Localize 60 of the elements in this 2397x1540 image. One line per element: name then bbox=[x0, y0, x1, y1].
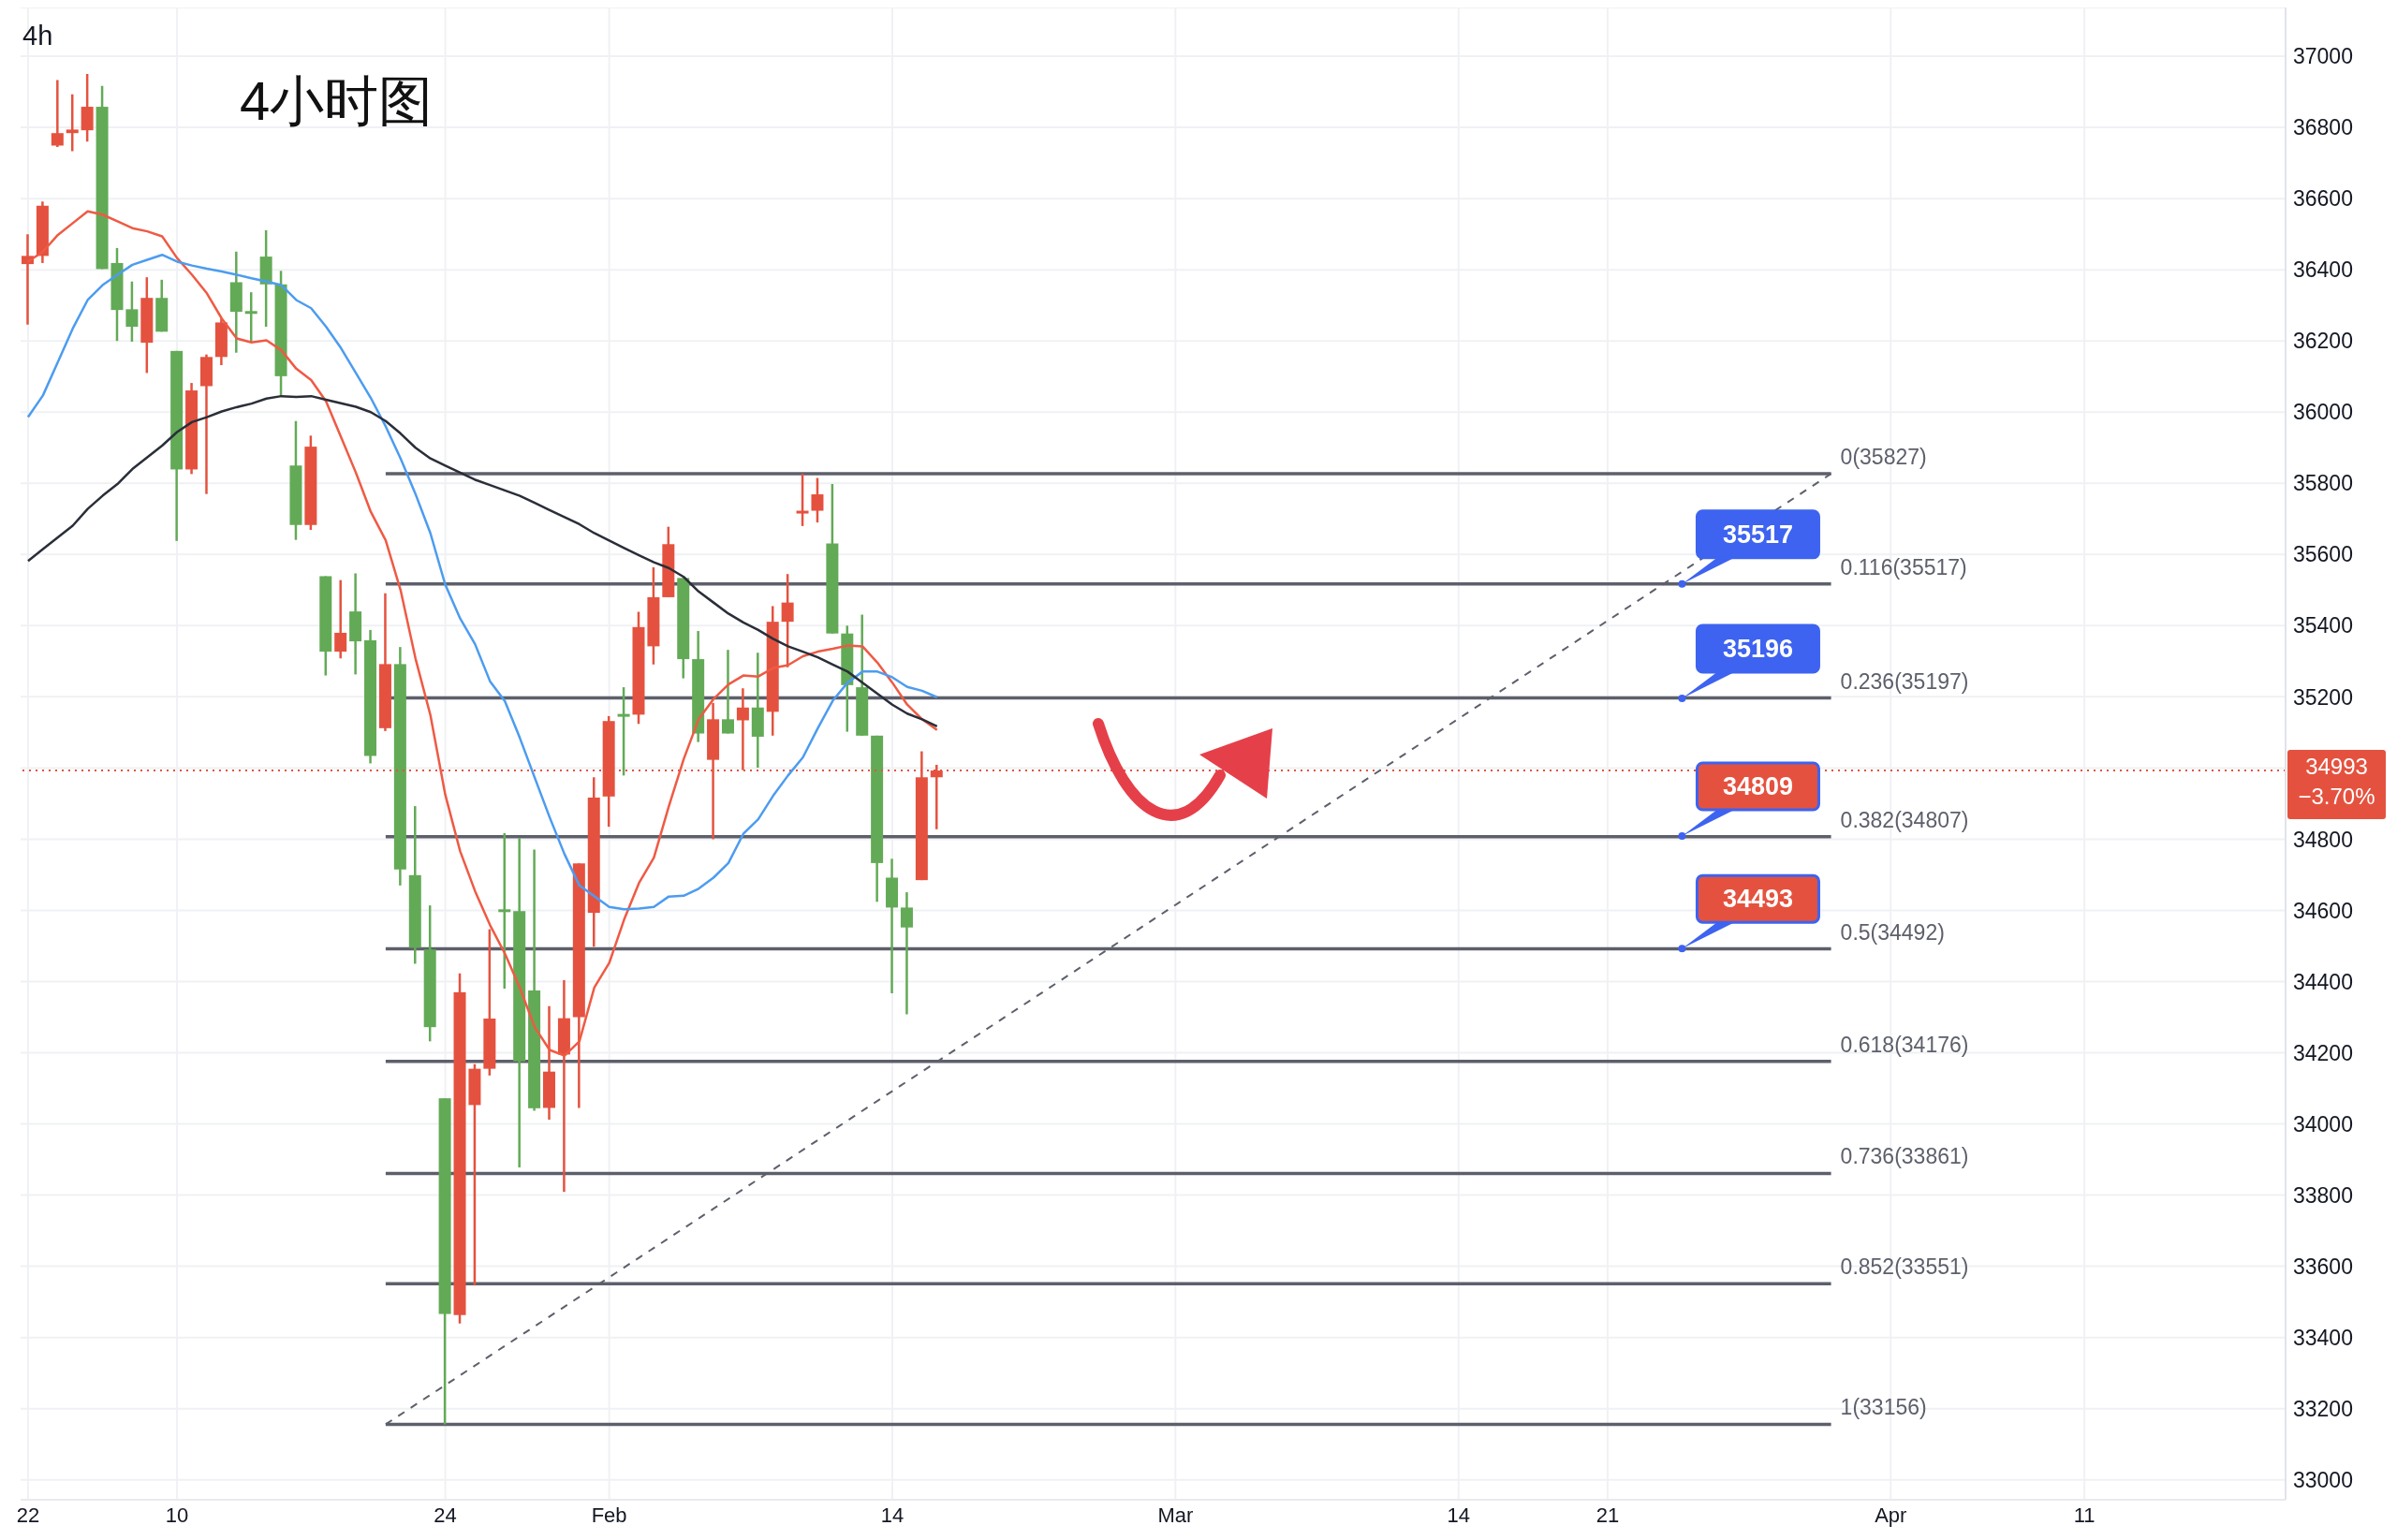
y-tick-label: 35400 bbox=[2293, 613, 2353, 638]
y-tick-label: 36000 bbox=[2293, 400, 2353, 425]
ref-line-label: 0.116(35517) bbox=[1840, 554, 1967, 579]
candlestick bbox=[334, 579, 347, 660]
candlestick bbox=[721, 648, 734, 735]
x-tick-label: 24 bbox=[434, 1503, 457, 1527]
annotation: 35517 bbox=[1722, 520, 1794, 549]
ref-line-label: 0.236(35197) bbox=[1840, 668, 1969, 694]
x-tick-label: 21 bbox=[1596, 1503, 1620, 1527]
annotation: 35196 bbox=[1722, 634, 1794, 663]
candlestick bbox=[244, 290, 257, 344]
y-tick-label: 36800 bbox=[2293, 115, 2353, 140]
y-tick-label: 36400 bbox=[2293, 257, 2353, 283]
line-series bbox=[26, 394, 938, 728]
y-tick-label: 36600 bbox=[2293, 186, 2353, 212]
y-tick-label: 37000 bbox=[2293, 44, 2353, 69]
text: 4小时图 bbox=[240, 69, 434, 133]
line-series bbox=[26, 253, 938, 911]
y-tick-label: 33800 bbox=[2293, 1182, 2353, 1208]
y-tick-label: 35800 bbox=[2293, 471, 2353, 496]
candlestick bbox=[125, 280, 139, 344]
ref-line-label: 0.736(33861) bbox=[1840, 1144, 1969, 1169]
x-tick-label: 10 bbox=[165, 1503, 189, 1527]
y-tick-label: 35600 bbox=[2293, 542, 2353, 567]
ref-line-label: 0.618(34176) bbox=[1840, 1032, 1969, 1057]
x-tick-label: 11 bbox=[2073, 1503, 2096, 1527]
y-tick-label: 35200 bbox=[2293, 684, 2353, 710]
candlestick bbox=[811, 477, 824, 524]
y-tick-label: 34200 bbox=[2293, 1040, 2353, 1065]
y-tick-label: 33400 bbox=[2293, 1325, 2353, 1350]
x-tick-label: 14 bbox=[880, 1503, 904, 1527]
ref-line-label: 34993 −3.70% bbox=[2298, 754, 2375, 810]
y-tick-label: 34400 bbox=[2293, 969, 2353, 994]
candlestick bbox=[617, 685, 630, 777]
text: 4h bbox=[22, 21, 53, 51]
x-tick-label: 14 bbox=[1447, 1503, 1470, 1527]
annotation: 34809 bbox=[1722, 772, 1794, 801]
y-tick-label: 34600 bbox=[2293, 898, 2353, 923]
candlestick bbox=[66, 93, 79, 153]
candlestick bbox=[498, 831, 511, 990]
annotation: 34493 bbox=[1722, 885, 1794, 914]
ref-line-label: 0.382(34807) bbox=[1840, 807, 1969, 832]
y-tick-label: 33600 bbox=[2293, 1254, 2353, 1279]
candlestick bbox=[900, 890, 913, 1016]
ref-line-label: 0.5(34492) bbox=[1840, 919, 1945, 945]
y-tick-label: 33200 bbox=[2293, 1396, 2353, 1421]
y-tick-label: 34800 bbox=[2293, 827, 2353, 852]
x-tick-label: Feb bbox=[591, 1503, 627, 1527]
ref-line-label: 0(35827) bbox=[1840, 445, 1927, 470]
x-tick-label: Apr bbox=[1875, 1503, 1907, 1527]
candlestick bbox=[781, 572, 794, 669]
y-tick-label: 34000 bbox=[2293, 1111, 2353, 1137]
candlestick bbox=[51, 79, 64, 149]
candlestick bbox=[796, 472, 809, 528]
y-tick-label: 36200 bbox=[2293, 329, 2353, 354]
x-tick-label: 22 bbox=[16, 1503, 40, 1527]
y-tick-label: 33000 bbox=[2293, 1467, 2353, 1492]
ref-line-label: 1(33156) bbox=[1840, 1395, 1927, 1420]
x-tick-label: Mar bbox=[1157, 1503, 1194, 1527]
ref-line-label: 0.852(33551) bbox=[1840, 1254, 1969, 1280]
